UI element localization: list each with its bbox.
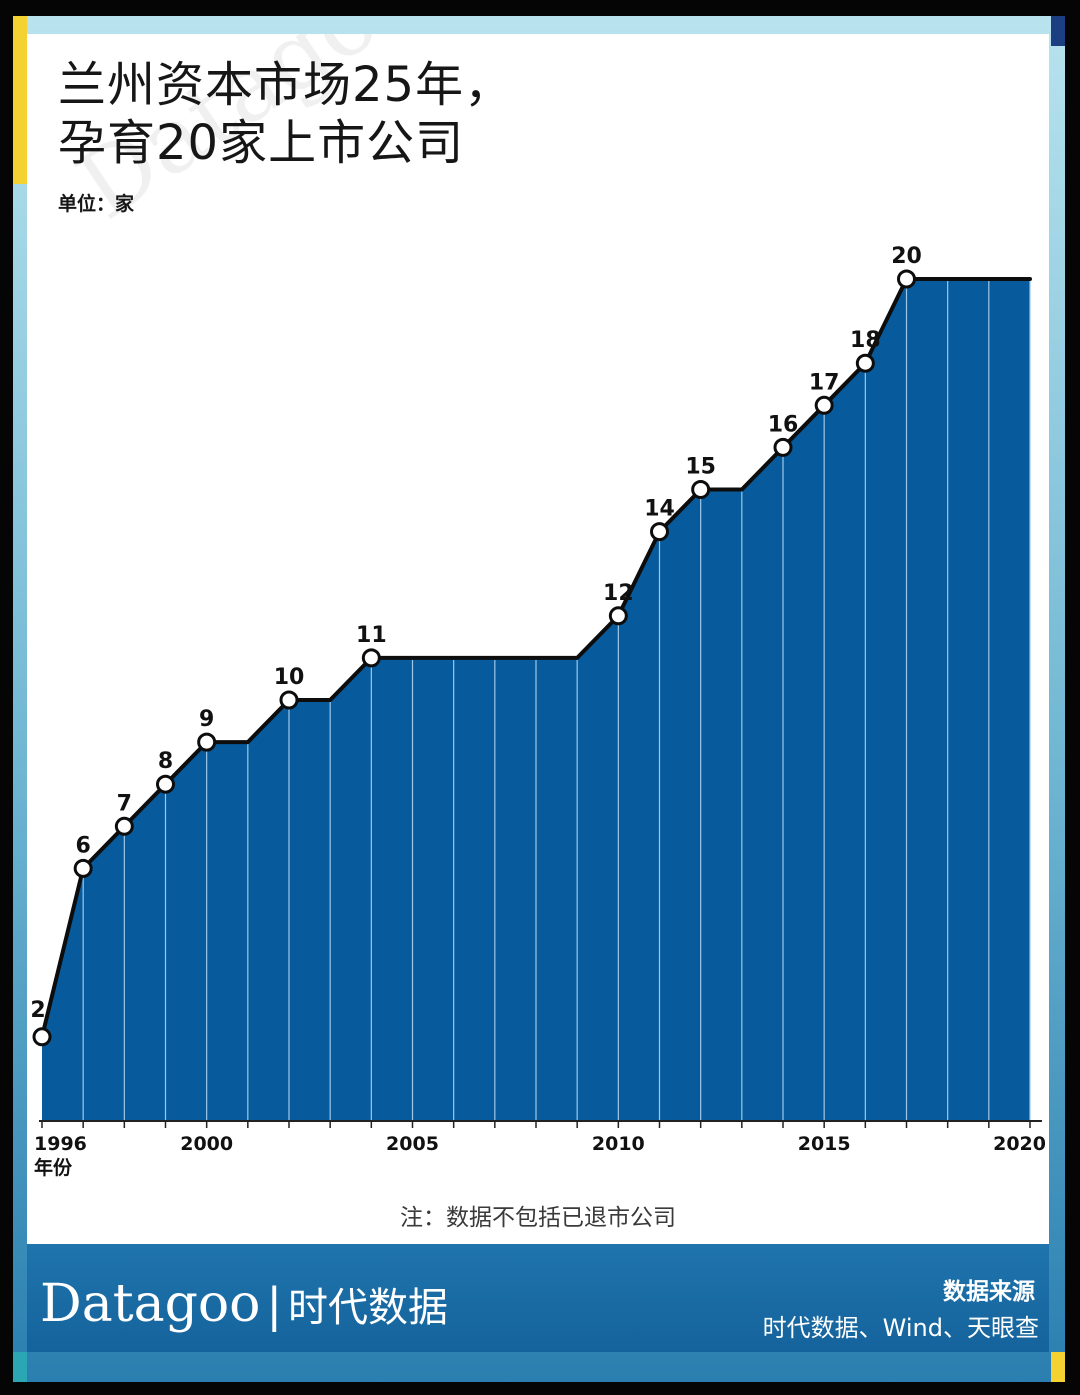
data-label: 9 <box>199 707 214 732</box>
data-label: 20 <box>891 244 922 269</box>
brand-separator: | <box>266 1278 283 1332</box>
brand-name-chinese: 时代数据 <box>288 1285 448 1331</box>
footer-banner: Datagoo | 时代数据 数据来源 时代数据、Wind、天眼查 <box>27 1244 1049 1352</box>
data-point <box>608 606 628 626</box>
data-point <box>650 522 669 542</box>
accent-bar-navy-top <box>1051 16 1065 46</box>
data-label: 12 <box>603 581 634 606</box>
data-point <box>897 269 916 289</box>
data-point <box>691 480 711 499</box>
chart-panel: 2 6 7 8 9 10 11 12 14 15 16 17 18 20 1996 2000 2005 2010 2… <box>27 34 1049 1244</box>
data-label: 11 <box>356 623 387 648</box>
brand-logo: Datagoo | 时代数据 <box>40 1274 448 1334</box>
data-point <box>73 858 93 878</box>
brand-name-latin: Datagoo <box>40 1274 261 1334</box>
accent-bar-yellow-bottom <box>1051 1352 1065 1382</box>
data-point <box>814 395 834 415</box>
data-point <box>279 690 299 710</box>
data-label: 16 <box>768 412 799 437</box>
data-label: 14 <box>644 497 675 522</box>
data-label: 10 <box>274 665 305 690</box>
data-point <box>156 774 175 794</box>
data-label: 17 <box>809 370 840 395</box>
data-label: 6 <box>76 833 91 858</box>
unit-label: 单位：家 <box>58 193 135 215</box>
source-label: 数据来源 <box>943 1279 1035 1305</box>
data-point <box>197 732 217 752</box>
x-axis-label: 年份 <box>34 1156 73 1179</box>
data-label: 8 <box>158 749 173 774</box>
chart-note: 注：数据不包括已退市公司 <box>400 1205 676 1231</box>
data-point <box>773 437 793 457</box>
data-label: 15 <box>685 455 716 480</box>
data-point <box>361 648 381 668</box>
x-tick-label: 2005 <box>386 1133 439 1155</box>
data-label: 18 <box>850 328 881 353</box>
accent-bar-teal-bottom <box>13 1352 27 1382</box>
source-text: 时代数据、Wind、天眼查 <box>762 1314 1039 1342</box>
data-label: 2 <box>30 998 45 1023</box>
data-label: 7 <box>117 791 132 816</box>
data-point <box>32 1027 52 1047</box>
data-point <box>855 353 875 373</box>
data-point <box>114 816 134 836</box>
area-chart: 2 6 7 8 9 10 11 12 14 15 16 17 18 20 1996 2000 2005 2010 2… <box>30 244 1046 1179</box>
x-tick-label: 2020 <box>993 1133 1046 1155</box>
x-tick-label: 2010 <box>592 1133 645 1155</box>
x-tick-label: 2015 <box>798 1133 851 1155</box>
x-tick-label: 1996 <box>34 1133 87 1155</box>
chart-title: 兰州资本市场25年， 孕育20家上市公司 <box>58 57 514 171</box>
x-tick-label: 2000 <box>180 1133 233 1155</box>
accent-bar-yellow-top <box>13 16 27 184</box>
